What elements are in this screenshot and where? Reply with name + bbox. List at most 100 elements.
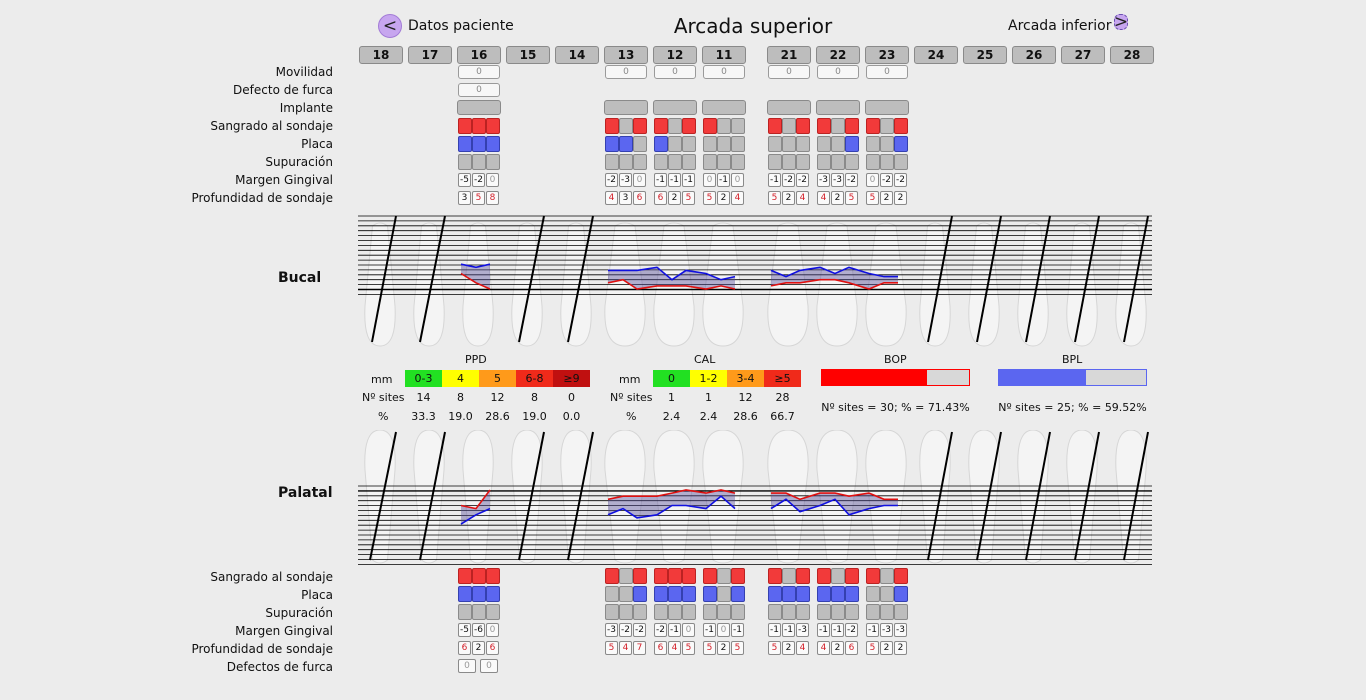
bop-site-23-3[interactable] — [894, 568, 908, 584]
plaque-site-22-2[interactable] — [831, 136, 845, 152]
probing-depth-22-1[interactable]: 4 — [817, 641, 830, 655]
bop-site-21-3[interactable] — [796, 568, 810, 584]
plaque-site-11-1[interactable] — [703, 586, 717, 602]
gingival-margin-21-3[interactable]: -3 — [796, 623, 809, 637]
tooth-number-15[interactable]: 15 — [506, 46, 550, 64]
tooth-number-23[interactable]: 23 — [865, 46, 909, 64]
tooth-number-11[interactable]: 11 — [702, 46, 746, 64]
plaque-site-13-1[interactable] — [605, 136, 619, 152]
sup-site-22-3[interactable] — [845, 154, 859, 170]
gingival-margin-16-1[interactable]: -5 — [458, 623, 471, 637]
bop-site-12-1[interactable] — [654, 118, 668, 134]
probing-depth-12-1[interactable]: 6 — [654, 191, 667, 205]
probing-depth-11-3[interactable]: 4 — [731, 191, 744, 205]
plaque-site-23-3[interactable] — [894, 136, 908, 152]
plaque-site-12-1[interactable] — [654, 586, 668, 602]
gingival-margin-21-1[interactable]: -1 — [768, 623, 781, 637]
gingival-margin-16-2[interactable]: -6 — [472, 623, 485, 637]
plaque-site-16-2[interactable] — [472, 586, 486, 602]
gingival-margin-12-3[interactable]: -1 — [682, 173, 695, 187]
mobility-value-12[interactable]: 0 — [654, 65, 696, 79]
gingival-margin-16-3[interactable]: 0 — [486, 623, 499, 637]
bop-site-23-3[interactable] — [894, 118, 908, 134]
probing-depth-12-3[interactable]: 5 — [682, 641, 695, 655]
tooth-number-13[interactable]: 13 — [604, 46, 648, 64]
probing-depth-11-2[interactable]: 2 — [717, 191, 730, 205]
bop-site-11-1[interactable] — [703, 568, 717, 584]
probing-depth-12-2[interactable]: 4 — [668, 641, 681, 655]
plaque-site-22-1[interactable] — [817, 586, 831, 602]
furcation-defect-16-2[interactable]: 0 — [480, 659, 498, 673]
sup-site-16-2[interactable] — [472, 154, 486, 170]
probing-depth-16-1[interactable]: 3 — [458, 191, 471, 205]
gingival-margin-22-3[interactable]: -2 — [845, 623, 858, 637]
sup-site-16-3[interactable] — [486, 604, 500, 620]
tooth-number-18[interactable]: 18 — [359, 46, 403, 64]
probing-depth-16-2[interactable]: 5 — [472, 191, 485, 205]
gingival-margin-12-1[interactable]: -2 — [654, 623, 667, 637]
sup-site-11-2[interactable] — [717, 604, 731, 620]
plaque-site-11-2[interactable] — [717, 136, 731, 152]
probing-depth-13-3[interactable]: 6 — [633, 191, 646, 205]
bop-site-22-2[interactable] — [831, 118, 845, 134]
sup-site-23-1[interactable] — [866, 154, 880, 170]
probing-depth-16-3[interactable]: 6 — [486, 641, 499, 655]
bop-site-12-2[interactable] — [668, 118, 682, 134]
tooth-number-22[interactable]: 22 — [816, 46, 860, 64]
mobility-value-13[interactable]: 0 — [605, 65, 647, 79]
implant-toggle-13[interactable] — [604, 100, 648, 115]
plaque-site-23-1[interactable] — [866, 586, 880, 602]
plaque-site-11-3[interactable] — [731, 136, 745, 152]
mobility-value-22[interactable]: 0 — [817, 65, 859, 79]
gingival-margin-23-2[interactable]: -2 — [880, 173, 893, 187]
mobility-value-21[interactable]: 0 — [768, 65, 810, 79]
gingival-margin-13-1[interactable]: -2 — [605, 173, 618, 187]
sup-site-11-1[interactable] — [703, 604, 717, 620]
bop-site-22-2[interactable] — [831, 568, 845, 584]
bop-site-22-1[interactable] — [817, 568, 831, 584]
bop-site-12-3[interactable] — [682, 568, 696, 584]
bop-site-12-3[interactable] — [682, 118, 696, 134]
sup-site-11-3[interactable] — [731, 604, 745, 620]
gingival-margin-22-1[interactable]: -1 — [817, 623, 830, 637]
implant-toggle-11[interactable] — [702, 100, 746, 115]
gingival-margin-22-1[interactable]: -3 — [817, 173, 830, 187]
sup-site-13-2[interactable] — [619, 154, 633, 170]
plaque-site-13-2[interactable] — [619, 586, 633, 602]
sup-site-11-2[interactable] — [717, 154, 731, 170]
sup-site-23-1[interactable] — [866, 604, 880, 620]
probing-depth-21-1[interactable]: 5 — [768, 191, 781, 205]
gingival-margin-16-2[interactable]: -2 — [472, 173, 485, 187]
bop-site-13-3[interactable] — [633, 118, 647, 134]
plaque-site-12-2[interactable] — [668, 586, 682, 602]
probing-depth-12-2[interactable]: 2 — [668, 191, 681, 205]
gingival-margin-12-1[interactable]: -1 — [654, 173, 667, 187]
gingival-margin-13-3[interactable]: 0 — [633, 173, 646, 187]
sup-site-12-2[interactable] — [668, 154, 682, 170]
gingival-margin-11-3[interactable]: -1 — [731, 623, 744, 637]
gingival-margin-13-1[interactable]: -3 — [605, 623, 618, 637]
plaque-site-21-3[interactable] — [796, 136, 810, 152]
gingival-margin-11-2[interactable]: -1 — [717, 173, 730, 187]
sup-site-22-3[interactable] — [845, 604, 859, 620]
probing-depth-23-1[interactable]: 5 — [866, 641, 879, 655]
probing-depth-21-3[interactable]: 4 — [796, 641, 809, 655]
bop-site-13-3[interactable] — [633, 568, 647, 584]
tooth-number-25[interactable]: 25 — [963, 46, 1007, 64]
plaque-site-12-3[interactable] — [682, 136, 696, 152]
plaque-site-13-3[interactable] — [633, 586, 647, 602]
probing-depth-23-2[interactable]: 2 — [880, 191, 893, 205]
gingival-margin-12-2[interactable]: -1 — [668, 173, 681, 187]
implant-toggle-21[interactable] — [767, 100, 811, 115]
sup-site-21-3[interactable] — [796, 154, 810, 170]
bop-site-13-2[interactable] — [619, 568, 633, 584]
bop-site-21-1[interactable] — [768, 568, 782, 584]
sup-site-13-1[interactable] — [605, 154, 619, 170]
plaque-site-22-1[interactable] — [817, 136, 831, 152]
gingival-margin-13-2[interactable]: -3 — [619, 173, 632, 187]
sup-site-13-3[interactable] — [633, 604, 647, 620]
probing-depth-13-3[interactable]: 7 — [633, 641, 646, 655]
gingival-margin-13-2[interactable]: -2 — [619, 623, 632, 637]
bop-site-21-3[interactable] — [796, 118, 810, 134]
sup-site-13-2[interactable] — [619, 604, 633, 620]
